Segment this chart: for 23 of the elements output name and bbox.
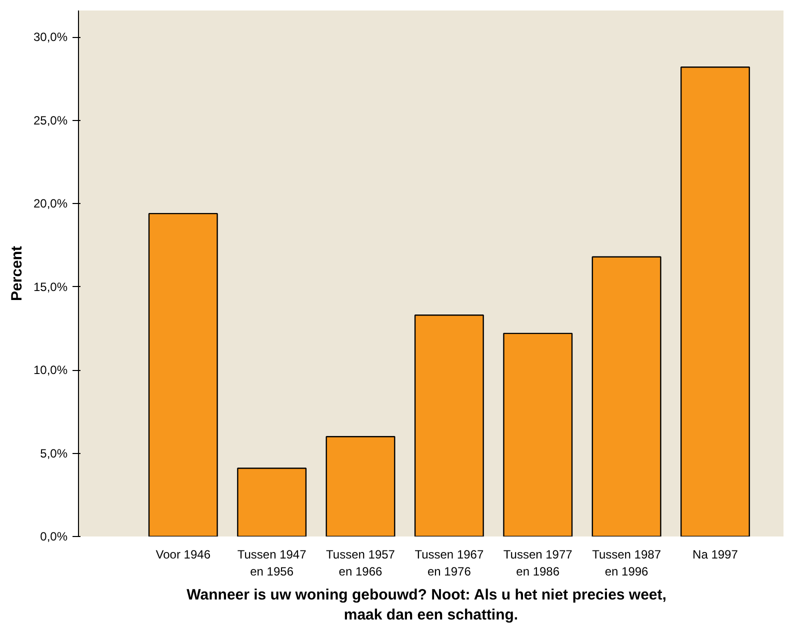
- bar: [680, 66, 750, 536]
- bar: [148, 212, 218, 536]
- y-axis-title: Percent: [8, 246, 26, 302]
- x-tick-label: Tussen 1977 en 1986: [503, 548, 573, 578]
- x-tick-label: Tussen 1967 en 1976: [414, 548, 484, 578]
- x-tick-label: Tussen 1947 en 1956: [237, 548, 307, 578]
- y-tick-label: 30,0%: [33, 30, 68, 44]
- y-tick-label: 10,0%: [33, 363, 68, 378]
- bar: [237, 468, 307, 536]
- y-tick-label: 5,0%: [40, 446, 68, 460]
- bar: [414, 314, 484, 536]
- y-tick-label: 15,0%: [33, 280, 68, 294]
- x-tick-label: Tussen 1957 en 1966: [326, 548, 396, 578]
- x-tick-label: Na 1997: [692, 548, 738, 562]
- y-tick-label: 25,0%: [33, 113, 68, 128]
- bar: [592, 256, 662, 536]
- y-tick-label: 0,0%: [40, 530, 68, 544]
- x-tick-label: Voor 1946: [156, 548, 211, 562]
- bar: [326, 436, 396, 536]
- bar: [503, 332, 573, 536]
- x-tick-label: Tussen 1987 en 1996: [592, 548, 662, 578]
- y-tick-label: 20,0%: [33, 196, 68, 211]
- x-axis-title: Wanneer is uw woning gebouwd? Noot: Als u het niet precies weet, maak dan een schatting.: [186, 586, 666, 624]
